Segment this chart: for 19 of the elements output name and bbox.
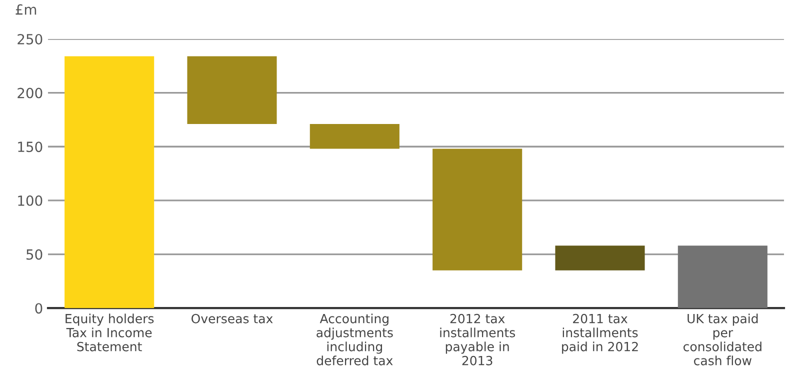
bar <box>310 124 400 149</box>
x-tick-label: UK tax paid per consolidated cash flow <box>684 314 762 366</box>
y-tick-label: 150 <box>18 142 42 152</box>
x-tick-label: Overseas tax <box>192 314 273 324</box>
x-tick-label: 2012 tax installments payable in 2013 <box>440 314 516 366</box>
y-tick-label: 100 <box>18 195 42 206</box>
y-tick-label: 0 <box>35 303 42 314</box>
y-tick-label: 250 <box>18 34 42 44</box>
bar <box>187 56 277 124</box>
bar <box>555 246 645 270</box>
y-axis-title: £m <box>16 4 36 15</box>
bar <box>678 246 768 308</box>
y-tick-label: 50 <box>26 249 42 260</box>
x-tick-label: 2011 tax installments paid in 2012 <box>562 314 638 354</box>
x-tick-label: Accounting adjustments including deferred tax <box>316 314 393 366</box>
y-tick-label: 200 <box>18 88 42 98</box>
x-tick-label: Equity holders Tax in Income Statement <box>66 314 154 352</box>
bar <box>432 148 522 270</box>
bar <box>64 56 154 308</box>
